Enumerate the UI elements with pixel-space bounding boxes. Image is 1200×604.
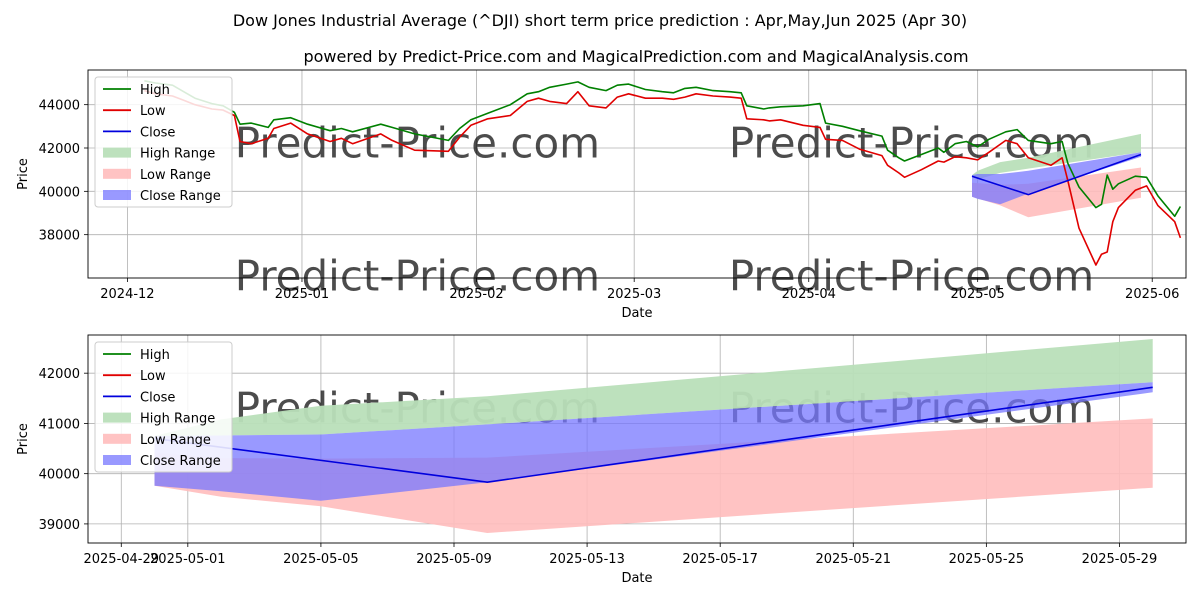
x-tick-label: 2025-02: [449, 287, 503, 302]
chart-title: Dow Jones Industrial Average (^DJI) shor…: [233, 11, 967, 30]
low-range-band: [972, 167, 1141, 218]
forecast-panel: Predict-Price.comPredict-Price.com2025-0…: [16, 334, 1187, 586]
x-tick-label: 2025-04: [782, 287, 836, 302]
legend-swatch: [103, 433, 131, 444]
legend-label: Low: [140, 104, 166, 119]
watermark-text: Predict-Price.com: [729, 251, 1094, 300]
x-tick-label: 2025-05: [950, 287, 1004, 302]
legend-label: High: [140, 83, 170, 98]
x-tick-label: 2025-05-01: [150, 552, 226, 567]
x-axis-label: Date: [621, 571, 652, 586]
x-tick-label: 2025-06: [1125, 287, 1179, 302]
legend-swatch: [103, 168, 131, 179]
y-axis: 38000 40000 42000 44000: [39, 99, 88, 244]
watermark-text: Predict-Price.com: [235, 251, 600, 300]
y-tick-label: 38000: [39, 229, 80, 244]
y-tick-label: 40000: [39, 185, 80, 200]
high-range-band: [972, 133, 1141, 180]
x-tick-label: 2025-05-29: [1082, 552, 1158, 567]
history-panel: Predict-Price.com Predict-Price.com Predic…: [16, 69, 1187, 321]
legend-label: Close Range: [140, 454, 221, 469]
axes-frame: [87, 334, 1187, 544]
x-tick-label: 2025-05-17: [682, 552, 758, 567]
x-tick-label: 2025-05-25: [949, 552, 1025, 567]
y-tick-label: 39000: [39, 518, 80, 533]
low-range-band: [154, 418, 1153, 533]
legend-swatch: [103, 190, 131, 200]
close-line: [971, 153, 1142, 196]
axes-frame: [87, 69, 1187, 279]
x-tick-label: 2025-01: [275, 287, 329, 302]
y-tick-label: 44000: [39, 99, 80, 114]
y-tick-label: 40000: [39, 468, 80, 483]
legend-label: High Range: [140, 412, 215, 427]
legend-label: Close: [140, 125, 175, 140]
chart-subtitle: powered by Predict-Price.com and Magical…: [303, 47, 968, 66]
x-axis: 2024-12 2025-01 2025-02 2025-03 2025-04 2025-…: [100, 278, 1179, 302]
x-tick-label: 2025-03: [607, 287, 661, 302]
high-range-band: [154, 339, 1153, 436]
close-line: [154, 386, 1153, 484]
legend-label: Close: [140, 390, 175, 405]
watermark: Predict-Price.com Predict-Price.com Predic…: [235, 118, 1094, 300]
legend: High Low Close High Range Low Range Close Ran…: [94, 76, 233, 208]
x-tick-label: 2025-04-29: [83, 552, 159, 567]
y-tick-label: 42000: [39, 367, 80, 382]
legend-swatch: [103, 455, 131, 465]
legend-label: High Range: [140, 147, 215, 162]
plot-area: [144, 80, 1182, 266]
legend-label: Close Range: [140, 189, 221, 204]
x-tick-label: 2025-05-05: [283, 552, 359, 567]
legend-swatch: [103, 147, 131, 158]
watermark-text: Predict-Price.com: [235, 118, 600, 167]
legend-label: Low Range: [140, 168, 211, 183]
legend-label: Low: [140, 369, 166, 384]
low-line: [144, 89, 1182, 266]
x-tick-label: 2024-12: [100, 287, 154, 302]
y-tick-label: 42000: [39, 142, 80, 157]
x-tick-label: 2025-05-13: [549, 552, 625, 567]
y-axis-label: Price: [16, 158, 31, 190]
y-axis-label: Price: [16, 423, 31, 455]
legend-label: Low Range: [140, 433, 211, 448]
plot-area: [154, 339, 1153, 533]
y-tick-label: 41000: [39, 417, 80, 432]
close-range-band: [972, 152, 1141, 205]
x-axis-label: Date: [621, 306, 652, 321]
x-tick-label: 2025-05-21: [815, 552, 891, 567]
x-tick-label: 2025-05-09: [416, 552, 492, 567]
legend: High Low Close High Range Low Range Close Ran…: [94, 341, 233, 473]
legend-swatch: [103, 412, 131, 423]
y-axis: 39000 40000 41000 42000: [39, 367, 88, 533]
high-line: [144, 80, 1182, 218]
legend-label: High: [140, 348, 170, 363]
